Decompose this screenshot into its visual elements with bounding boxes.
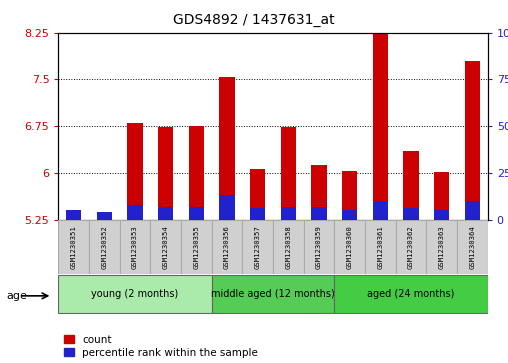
Text: middle aged (12 months): middle aged (12 months) <box>211 289 335 299</box>
Text: GSM1230354: GSM1230354 <box>163 225 169 269</box>
Bar <box>365 220 396 274</box>
Text: GSM1230355: GSM1230355 <box>194 225 200 269</box>
Bar <box>342 210 357 220</box>
Bar <box>250 169 265 220</box>
Text: GSM1230360: GSM1230360 <box>346 225 353 269</box>
Bar <box>158 127 173 220</box>
Bar <box>403 151 419 220</box>
Bar <box>212 275 334 313</box>
Bar <box>281 207 296 220</box>
Bar <box>181 220 212 274</box>
Text: GSM1230356: GSM1230356 <box>224 225 230 269</box>
Bar <box>373 14 388 220</box>
Bar <box>304 220 334 274</box>
Bar <box>219 195 235 220</box>
Bar <box>426 220 457 274</box>
Bar <box>158 207 173 220</box>
Bar <box>273 220 304 274</box>
Text: GSM1230358: GSM1230358 <box>285 225 292 269</box>
Text: aged (24 months): aged (24 months) <box>367 289 455 299</box>
Bar <box>58 275 212 313</box>
Bar <box>66 212 81 220</box>
Text: young (2 months): young (2 months) <box>91 289 179 299</box>
Bar <box>212 220 242 274</box>
Bar <box>434 172 450 220</box>
Bar <box>189 207 204 220</box>
Bar <box>66 210 81 220</box>
Bar <box>128 123 143 220</box>
Bar <box>97 212 112 220</box>
Bar <box>250 208 265 220</box>
Text: GDS4892 / 1437631_at: GDS4892 / 1437631_at <box>173 13 335 27</box>
Bar <box>311 165 327 220</box>
Bar <box>434 210 450 220</box>
Text: GSM1230362: GSM1230362 <box>408 225 414 269</box>
Text: GSM1230357: GSM1230357 <box>255 225 261 269</box>
Bar <box>120 220 150 274</box>
Text: GSM1230353: GSM1230353 <box>132 225 138 269</box>
Text: GSM1230363: GSM1230363 <box>439 225 444 269</box>
Text: GSM1230359: GSM1230359 <box>316 225 322 269</box>
Bar <box>311 207 327 220</box>
Bar <box>89 220 120 274</box>
Text: GSM1230352: GSM1230352 <box>102 225 107 269</box>
Bar <box>342 171 357 220</box>
Bar <box>128 205 143 220</box>
Legend: count, percentile rank within the sample: count, percentile rank within the sample <box>64 335 258 358</box>
Bar <box>334 220 365 274</box>
Bar <box>58 220 89 274</box>
Bar <box>281 127 296 220</box>
Bar <box>457 220 488 274</box>
Text: age: age <box>6 291 27 301</box>
Bar <box>396 220 426 274</box>
Bar <box>334 275 488 313</box>
Bar <box>219 77 235 220</box>
Bar <box>465 201 480 220</box>
Bar <box>465 61 480 220</box>
Bar <box>97 212 112 220</box>
Text: GSM1230364: GSM1230364 <box>469 225 475 269</box>
Bar <box>150 220 181 274</box>
Text: GSM1230361: GSM1230361 <box>377 225 384 269</box>
Bar <box>403 208 419 220</box>
Bar <box>189 126 204 220</box>
Bar <box>373 201 388 220</box>
Text: GSM1230351: GSM1230351 <box>71 225 77 269</box>
Bar <box>242 220 273 274</box>
